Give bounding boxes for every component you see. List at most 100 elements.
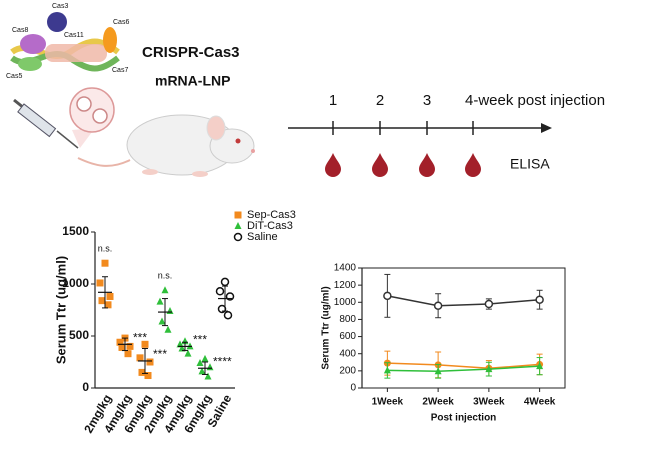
data-point — [234, 211, 242, 219]
cas7-backbone — [45, 44, 107, 62]
diagram-title: CRISPR-Cas3 — [142, 44, 240, 61]
data-point — [383, 366, 391, 374]
data-point — [536, 362, 544, 370]
y-tick-label: 800 — [339, 314, 356, 325]
y-tick-label: 1400 — [334, 263, 357, 274]
y-tick-label: 1200 — [334, 280, 357, 291]
y-tick-label: 600 — [339, 331, 356, 342]
plot-frame — [361, 267, 566, 389]
x-tick-label: 3Week — [473, 397, 505, 408]
data-point — [223, 310, 233, 320]
protein-label: Cas8 — [12, 27, 28, 34]
data-point — [220, 277, 230, 287]
data-point — [124, 350, 132, 358]
data-point — [434, 367, 442, 375]
significance-label: n.s. — [158, 271, 173, 281]
timeline-label: 4-week post injection — [465, 92, 605, 109]
data-point — [164, 325, 172, 333]
blood-drop — [465, 153, 481, 177]
data-point — [201, 354, 209, 362]
data-point — [138, 368, 146, 376]
data-point — [166, 307, 174, 315]
data-point — [485, 365, 493, 373]
protein-label: Cas6 — [113, 19, 129, 26]
data-point — [383, 291, 392, 301]
data-point — [106, 292, 114, 300]
data-point — [204, 372, 212, 380]
protein-label: Cas7 — [112, 67, 128, 74]
legend-label: Sep-Cas3 — [247, 209, 296, 221]
y-tick-label: 200 — [339, 365, 356, 376]
data-point — [234, 222, 242, 229]
significance-label: **** — [213, 354, 232, 368]
data-point — [215, 287, 225, 296]
data-point — [141, 340, 149, 348]
mouse — [77, 114, 255, 177]
series-line — [387, 295, 540, 307]
blood-drop — [325, 153, 341, 177]
data-point — [144, 372, 152, 380]
y-axis-title: Serum Ttr (ug/ml) — [321, 286, 332, 369]
legend-label: Saline — [247, 231, 278, 243]
data-point — [233, 232, 243, 242]
timeline: ELISA 1 2 3 4-week post injection — [288, 92, 605, 177]
data-point — [433, 301, 443, 310]
lnp-zoom — [69, 87, 115, 148]
data-point — [104, 301, 112, 309]
protein-label: Cas3 — [52, 3, 68, 10]
x-tick-label: 2Week — [422, 397, 454, 408]
timeline-label: 3 — [423, 92, 431, 109]
cas6 — [103, 27, 117, 53]
significance-label: *** — [133, 330, 147, 344]
data-point — [198, 367, 206, 375]
series-line — [387, 362, 540, 370]
timeline-label: 2 — [376, 92, 384, 109]
data-point — [158, 317, 166, 325]
timeline-label: 1 — [329, 92, 337, 109]
data-point — [126, 342, 134, 350]
data-point — [118, 343, 126, 351]
protein-label: Cas5 — [6, 73, 22, 80]
data-point — [98, 297, 106, 305]
y-tick-label: 1500 — [62, 224, 89, 238]
series-line — [387, 365, 540, 373]
protein-label: Cas11 — [64, 32, 84, 39]
x-tick-label: 4Week — [524, 397, 556, 408]
legend-label: DiT-Cas3 — [247, 220, 293, 232]
blood-drop — [372, 153, 388, 177]
data-point — [96, 279, 104, 287]
cas-complex: Cas3 Cas8 Cas11 Cas6 Cas5 Cas7 — [6, 3, 129, 80]
blood-drop — [419, 153, 435, 177]
y-tick-label: 400 — [339, 348, 356, 359]
cas5 — [18, 57, 42, 71]
y-tick-label: 1000 — [334, 297, 357, 308]
charts: 0500100015002mg/kg4mg/kg6mg/kg2mg/kg4mg/… — [53, 209, 566, 435]
significance-label: *** — [193, 333, 207, 347]
data-point — [136, 354, 144, 362]
y-tick-label: 0 — [82, 380, 89, 394]
data-point — [178, 344, 186, 352]
y-tick-label: 1000 — [62, 276, 89, 290]
significance-label: n.s. — [98, 244, 113, 254]
cas3 — [47, 12, 67, 32]
data-point — [184, 349, 192, 357]
data-point — [156, 297, 164, 305]
cas8 — [20, 34, 46, 54]
y-tick-label: 0 — [350, 383, 356, 394]
timeline-arrow — [541, 123, 552, 133]
data-point — [196, 359, 204, 367]
data-point — [484, 299, 494, 309]
diagram-subtitle: mRNA-LNP — [155, 73, 230, 89]
x-axis-title: Post injection — [431, 413, 497, 424]
y-tick-label: 500 — [69, 328, 89, 342]
x-tick-label: 1Week — [372, 397, 404, 408]
significance-label: *** — [153, 347, 167, 361]
assay-label: ELISA — [510, 156, 550, 172]
data-point — [101, 259, 109, 267]
data-point — [161, 286, 169, 294]
data-point — [116, 338, 124, 346]
syringe — [13, 98, 79, 149]
data-point — [146, 358, 154, 366]
